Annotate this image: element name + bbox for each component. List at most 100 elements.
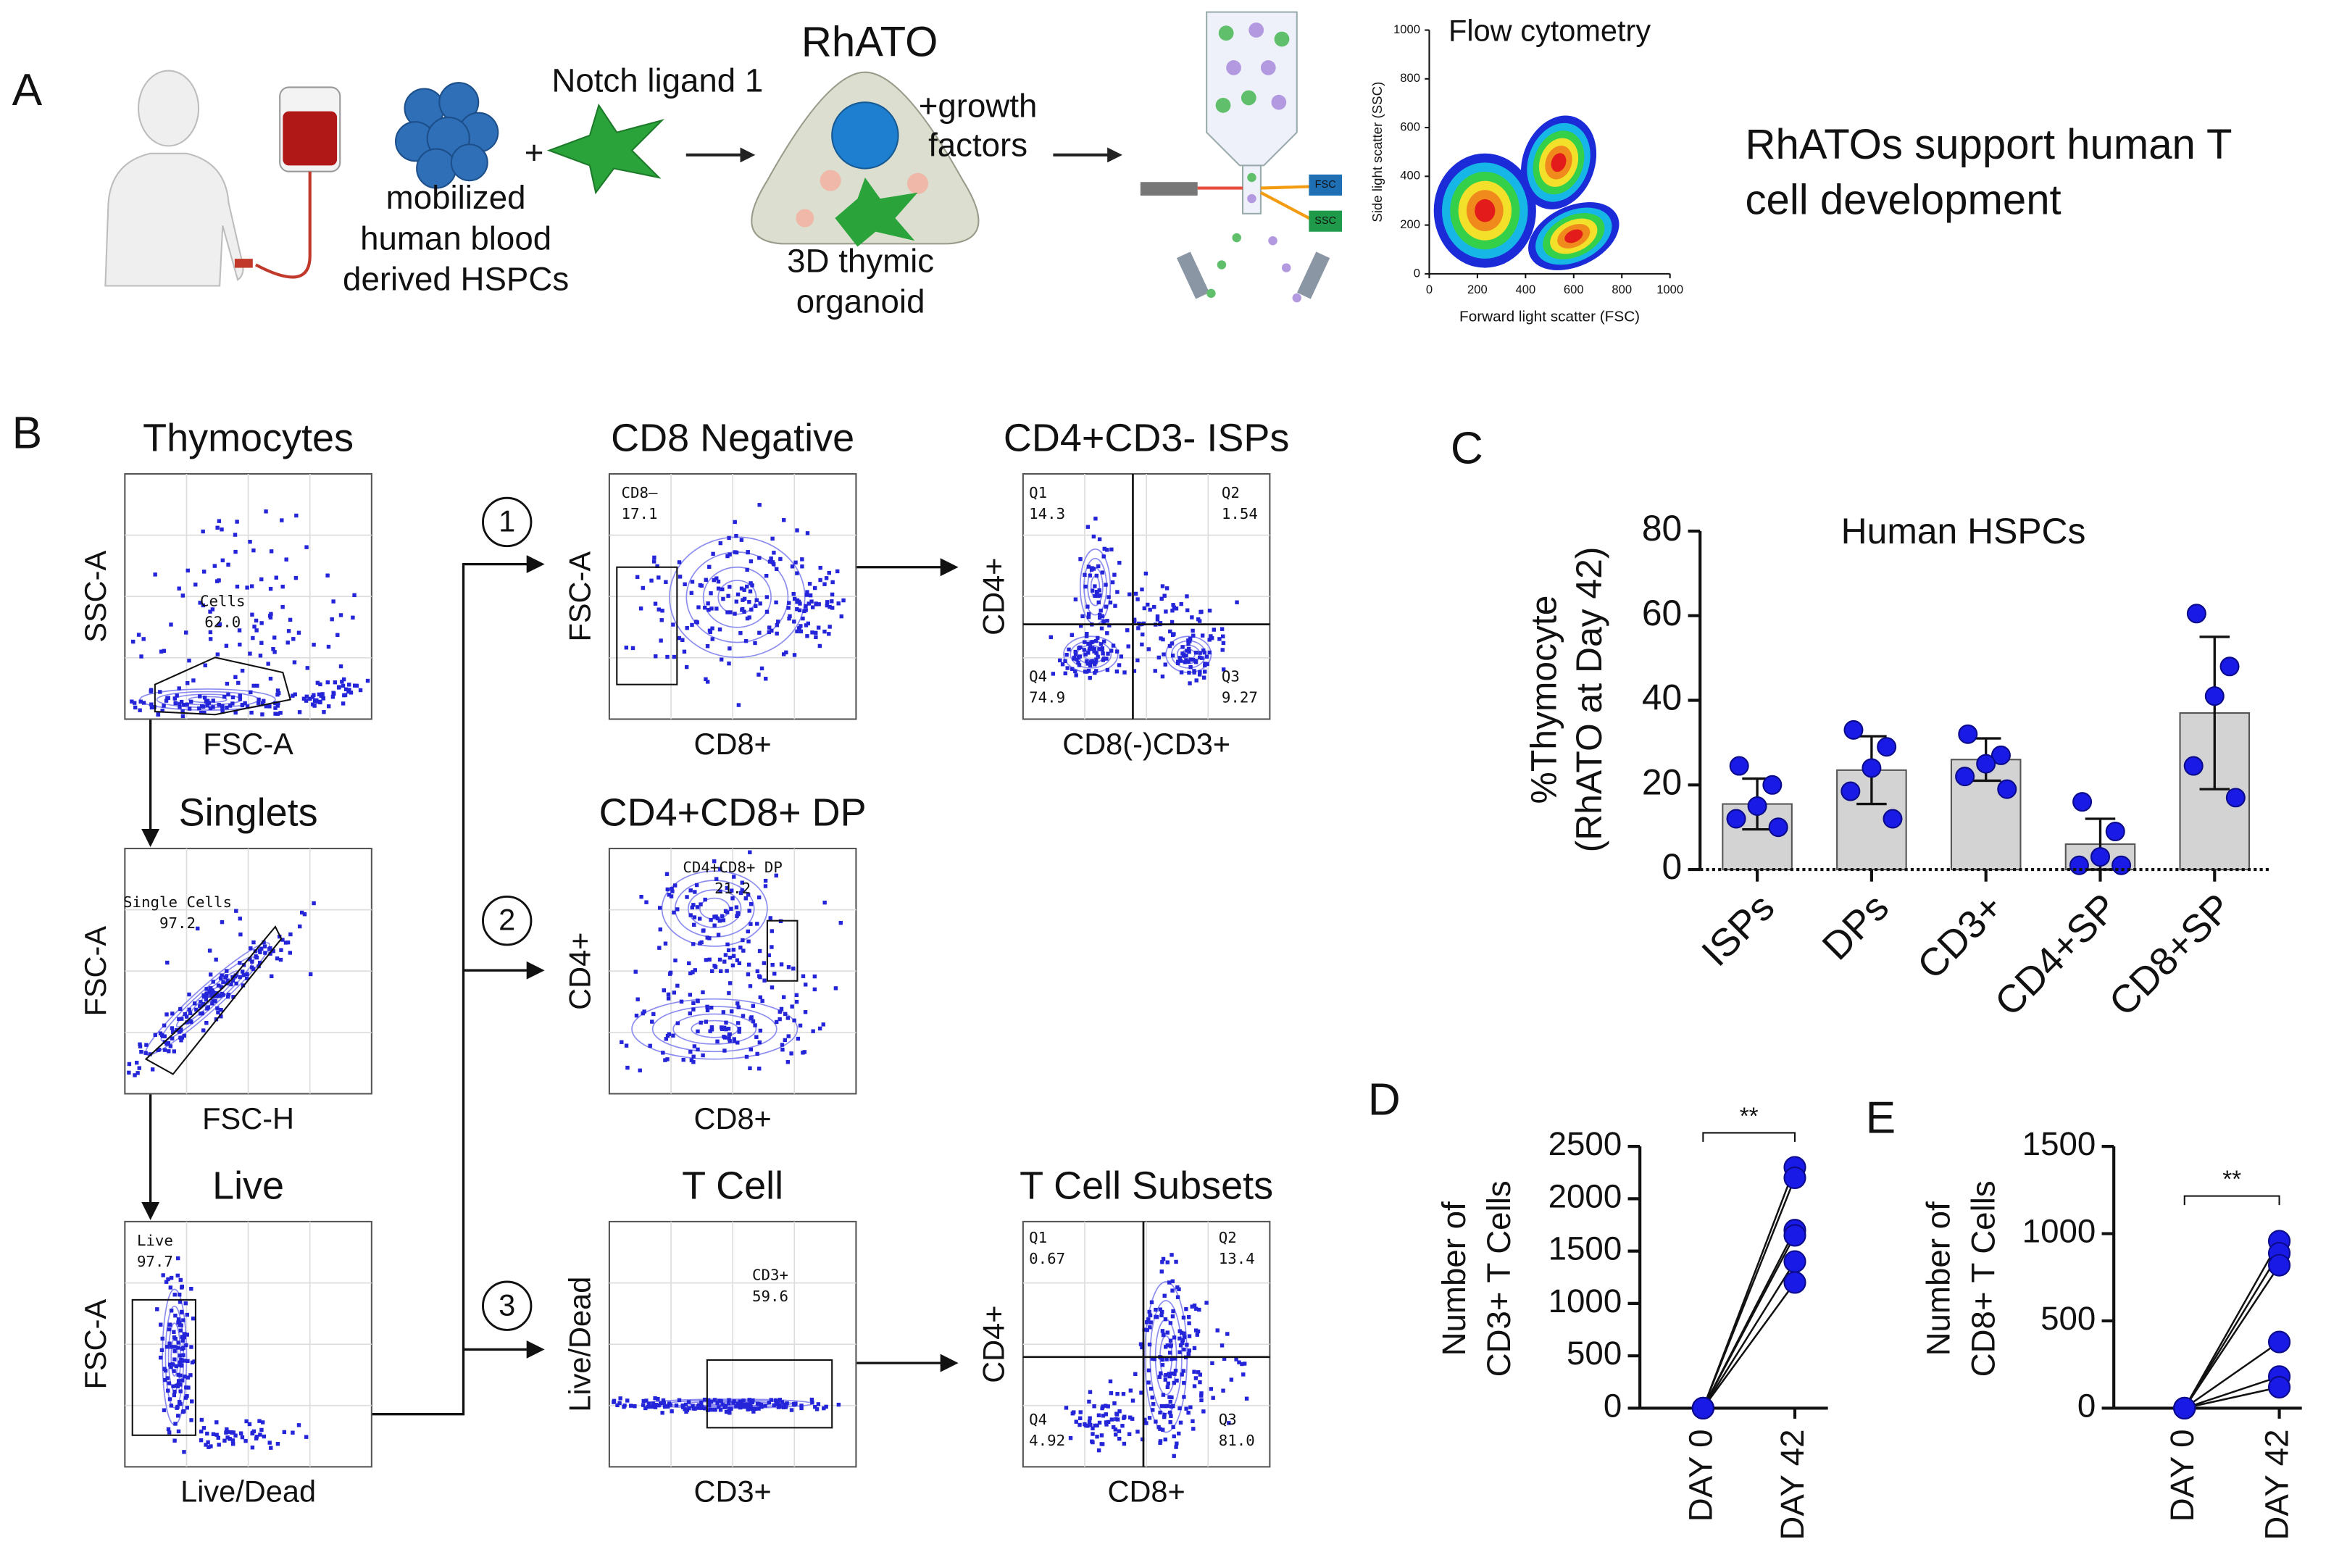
event-dot bbox=[365, 678, 370, 683]
event-dot bbox=[696, 605, 701, 609]
event-dot bbox=[1100, 570, 1104, 575]
event-dot bbox=[728, 1411, 732, 1415]
event-dot bbox=[176, 1414, 180, 1418]
event-dot bbox=[660, 1411, 664, 1415]
plot-title: T Cell Subsets bbox=[1020, 1164, 1273, 1208]
event-dot bbox=[1170, 608, 1175, 613]
event-dot bbox=[699, 940, 704, 945]
y-axis-label: CD8+ T Cells bbox=[1965, 1180, 2002, 1377]
flow-plot bbox=[124, 847, 372, 1095]
event-dot bbox=[1072, 1410, 1076, 1414]
event-dot bbox=[1078, 1410, 1083, 1414]
event-dot bbox=[1191, 633, 1196, 638]
event-dot bbox=[185, 1020, 189, 1025]
event-dot bbox=[257, 948, 262, 953]
event-dot bbox=[1182, 1347, 1186, 1352]
event-dot bbox=[1065, 666, 1070, 670]
person-body bbox=[104, 152, 244, 287]
event-dot bbox=[276, 701, 280, 706]
event-dot bbox=[260, 712, 264, 717]
event-dot bbox=[725, 969, 729, 973]
event-dot bbox=[692, 922, 696, 927]
event-dot bbox=[286, 629, 291, 633]
event-dot bbox=[1147, 1342, 1152, 1347]
y-axis-label: FSC-A bbox=[78, 1299, 112, 1390]
event-dot bbox=[694, 883, 699, 888]
y-axis-label: SSC-A bbox=[78, 551, 112, 643]
event-dot bbox=[1088, 1422, 1093, 1427]
event-dot bbox=[1180, 651, 1185, 656]
x-tick-label: 800 bbox=[1612, 283, 1632, 296]
event-dot bbox=[1177, 656, 1182, 660]
event-dot bbox=[1109, 649, 1114, 653]
event-dot bbox=[180, 1347, 185, 1351]
event-dot bbox=[655, 564, 659, 569]
gate-name: Cells bbox=[200, 593, 245, 610]
event-dot bbox=[1122, 1441, 1127, 1446]
event-dot bbox=[201, 994, 207, 998]
event-dot bbox=[153, 572, 157, 577]
event-dot bbox=[709, 969, 714, 973]
event-dot bbox=[171, 1030, 175, 1035]
event-dot bbox=[721, 918, 726, 922]
event-dot bbox=[240, 668, 245, 673]
event-dot bbox=[1203, 670, 1207, 674]
event-dot bbox=[250, 612, 254, 617]
y-axis-label: (RhATO at Day 42) bbox=[1569, 547, 1609, 853]
event-dot bbox=[185, 1375, 191, 1380]
panel-letter: A bbox=[12, 65, 43, 115]
event-dot bbox=[817, 1026, 822, 1031]
event-dot bbox=[713, 964, 718, 969]
event-dot bbox=[746, 939, 751, 943]
detector-tag: SSC bbox=[1314, 215, 1336, 227]
event-dot bbox=[798, 1023, 803, 1028]
event-dot bbox=[127, 1070, 131, 1075]
event-dot bbox=[677, 1398, 682, 1403]
event-dot bbox=[1146, 1380, 1151, 1385]
event-dot bbox=[656, 607, 661, 612]
event-dot bbox=[721, 596, 725, 601]
step-number: 3 bbox=[499, 1288, 515, 1322]
event-dot bbox=[235, 584, 240, 589]
event-dot bbox=[1201, 675, 1206, 680]
event-dot bbox=[723, 1035, 728, 1040]
plot-title: Singlets bbox=[179, 791, 318, 835]
y-tick-label: 600 bbox=[1400, 120, 1420, 133]
y-axis-label: %Thymocyte bbox=[1524, 595, 1564, 804]
event-dot bbox=[249, 690, 253, 695]
point bbox=[2267, 1375, 2291, 1399]
event-dot bbox=[332, 691, 336, 696]
event-dot bbox=[747, 1404, 751, 1408]
event-dot bbox=[804, 983, 808, 987]
event-dot bbox=[726, 1027, 731, 1031]
event-dot bbox=[707, 936, 712, 941]
event-dot bbox=[173, 1422, 178, 1426]
event-dot bbox=[1234, 1357, 1238, 1361]
event-dot bbox=[160, 709, 164, 713]
event-dot bbox=[762, 978, 767, 983]
event-dot bbox=[258, 1433, 262, 1437]
event-dot bbox=[185, 702, 189, 706]
event-dot bbox=[709, 917, 713, 922]
event-dot bbox=[1114, 1412, 1120, 1417]
event-dot bbox=[170, 1362, 175, 1367]
point bbox=[1843, 720, 1864, 740]
event-dot bbox=[813, 1404, 817, 1409]
event-dot bbox=[1083, 572, 1087, 577]
point bbox=[1990, 745, 2011, 765]
event-dot bbox=[238, 975, 242, 980]
event-dot bbox=[208, 609, 212, 614]
event-dot bbox=[167, 1381, 172, 1385]
event-dot bbox=[659, 618, 664, 622]
event-dot bbox=[799, 629, 804, 634]
event-dot bbox=[762, 961, 767, 965]
event-dot bbox=[641, 585, 646, 591]
event-dot bbox=[208, 706, 213, 711]
event-dot bbox=[783, 1038, 788, 1043]
event-dot bbox=[751, 1004, 756, 1008]
event-dot bbox=[1100, 647, 1105, 652]
event-dot bbox=[722, 1048, 727, 1053]
event-dot bbox=[839, 614, 843, 619]
y-tick-label: 500 bbox=[2040, 1300, 2096, 1337]
event-dot bbox=[1085, 525, 1091, 529]
